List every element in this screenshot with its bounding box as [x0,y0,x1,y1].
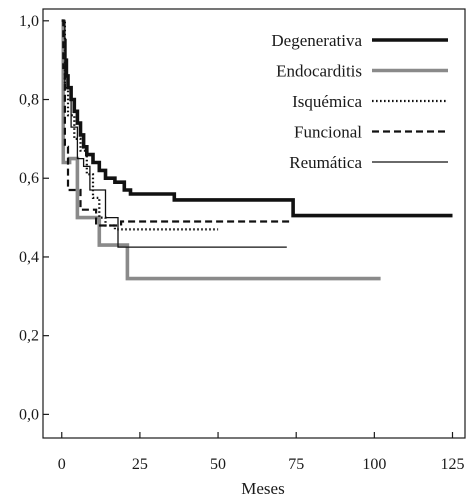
x-tick-label: 25 [132,456,148,473]
legend: Degenerativa Endocarditis Isquémica Funcion… [271,31,448,172]
legend-label: Reumática [289,153,362,172]
x-axis: 0 25 50 75 100 125 [58,432,464,473]
legend-label: Endocarditis [276,62,362,81]
y-tick-label: 0,0 [19,406,39,423]
legend-label: Funcional [294,123,362,142]
x-tick-label: 100 [362,456,386,473]
y-tick-label: 0,8 [19,92,39,109]
legend-label: Isquémica [292,92,362,111]
y-tick-label: 0,2 [19,328,39,345]
x-tick-label: 125 [440,456,464,473]
x-tick-label: 75 [288,456,304,473]
y-tick-label: 0,4 [19,249,39,266]
y-tick-label: 0,6 [19,170,39,187]
x-axis-title: Meses [241,479,284,498]
series-layer [61,19,453,281]
x-tick-label: 50 [210,456,226,473]
x-tick-label: 0 [58,456,66,473]
y-axis: 0,0 0,2 0,4 0,6 0,8 1,0 [19,13,49,423]
legend-label: Degenerativa [271,31,362,50]
y-tick-label: 1,0 [19,13,39,30]
series-line-reumática [61,20,287,248]
series-line-degenerativa [61,19,453,218]
series-line-endocarditis [61,19,381,281]
plot-frame [42,8,466,439]
